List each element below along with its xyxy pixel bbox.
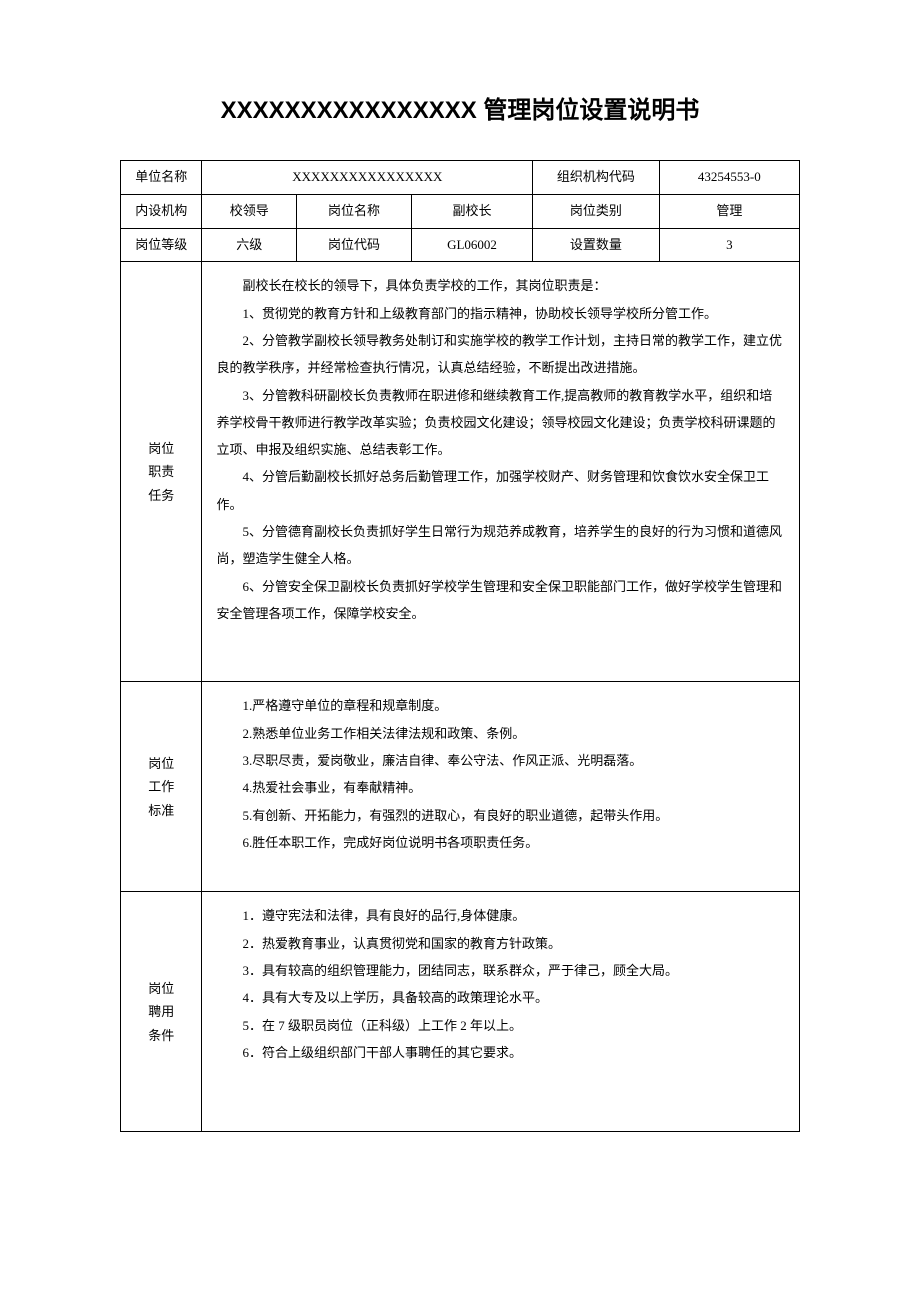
header-row-1: 单位名称 XXXXXXXXXXXXXXXX 组织机构代码 43254553-0 (121, 161, 800, 195)
duties-row: 岗位 职责 任务 副校长在校长的领导下，具体负责学校的工作，其岗位职责是： 1、… (121, 262, 800, 682)
unit-name-label: 单位名称 (121, 161, 202, 195)
page-title: XXXXXXXXXXXXXXXX 管理岗位设置说明书 (120, 90, 800, 125)
org-code-value: 43254553-0 (659, 161, 799, 195)
position-type-label: 岗位类别 (533, 194, 660, 228)
quantity-value: 3 (659, 228, 799, 262)
duties-content: 副校长在校长的领导下，具体负责学校的工作，其岗位职责是： 1、贯彻党的教育方针和… (202, 262, 800, 682)
org-code-label: 组织机构代码 (533, 161, 660, 195)
position-name-value: 副校长 (411, 194, 532, 228)
quantity-label: 设置数量 (533, 228, 660, 262)
position-level-label: 岗位等级 (121, 228, 202, 262)
conditions-label: 岗位 聘用 条件 (121, 892, 202, 1132)
position-code-value: GL06002 (411, 228, 532, 262)
standards-content: 1.严格遵守单位的章程和规章制度。 2.熟悉单位业务工作相关法律法规和政策、条例… (202, 682, 800, 892)
header-row-3: 岗位等级 六级 岗位代码 GL06002 设置数量 3 (121, 228, 800, 262)
position-code-label: 岗位代码 (297, 228, 412, 262)
internal-org-label: 内设机构 (121, 194, 202, 228)
position-type-value: 管理 (659, 194, 799, 228)
unit-name-value: XXXXXXXXXXXXXXXX (202, 161, 533, 195)
header-row-2: 内设机构 校领导 岗位名称 副校长 岗位类别 管理 (121, 194, 800, 228)
standards-label: 岗位 工作 标准 (121, 682, 202, 892)
duties-label: 岗位 职责 任务 (121, 262, 202, 682)
spec-table: 单位名称 XXXXXXXXXXXXXXXX 组织机构代码 43254553-0 … (120, 160, 800, 1132)
internal-org-value: 校领导 (202, 194, 297, 228)
position-level-value: 六级 (202, 228, 297, 262)
standards-row: 岗位 工作 标准 1.严格遵守单位的章程和规章制度。 2.熟悉单位业务工作相关法… (121, 682, 800, 892)
conditions-row: 岗位 聘用 条件 1．遵守宪法和法律，具有良好的品行,身体健康。 2．热爱教育事… (121, 892, 800, 1132)
conditions-content: 1．遵守宪法和法律，具有良好的品行,身体健康。 2．热爱教育事业，认真贯彻党和国… (202, 892, 800, 1132)
position-name-label: 岗位名称 (297, 194, 412, 228)
